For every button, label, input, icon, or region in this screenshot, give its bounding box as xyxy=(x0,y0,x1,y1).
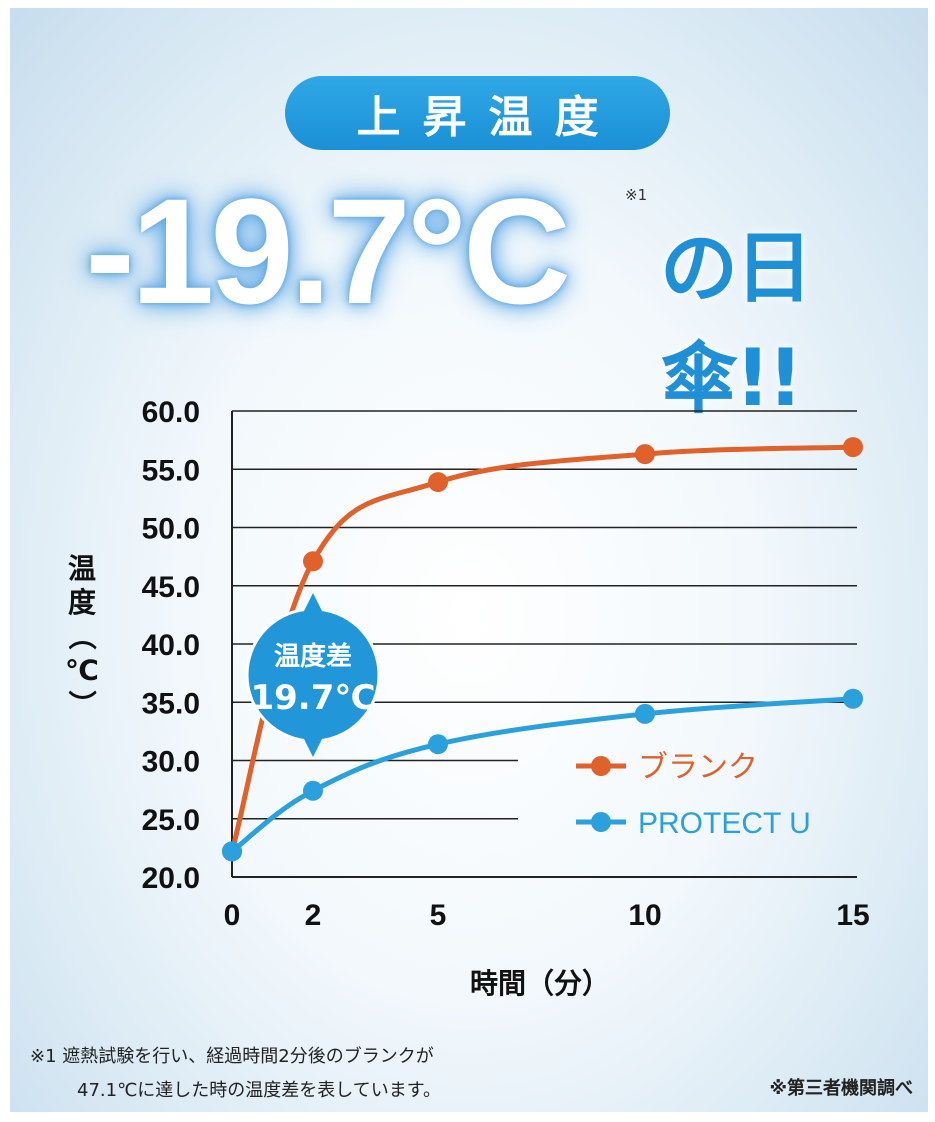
series-point-0 xyxy=(303,551,323,572)
y-axis-label-char: ℃ xyxy=(65,654,99,687)
infographic-panel: 上昇温度 -19.7°C ※1 の日傘!! xyxy=(10,8,928,1112)
series-point-1 xyxy=(428,734,448,755)
headline-value: -19.7°C xyxy=(85,167,571,335)
legend-swatch-dot xyxy=(591,756,611,776)
series-point-0 xyxy=(428,472,448,493)
x-tick-label: 10 xyxy=(628,899,661,932)
y-tick-label: 45.0 xyxy=(142,571,200,604)
headline-note-mark: ※1 xyxy=(625,186,648,204)
headline-suffix: の日傘!! xyxy=(660,224,813,424)
series-point-1 xyxy=(843,688,863,709)
y-tick-label: 20.0 xyxy=(142,862,200,895)
bubble-pointer-down xyxy=(301,733,325,757)
series-point-1 xyxy=(222,841,242,862)
legend-label: ブランク xyxy=(638,751,758,784)
x-tick-label: 0 xyxy=(224,899,241,932)
bubble-label: 温度差 xyxy=(274,641,352,672)
legend-swatch-dot xyxy=(591,812,611,832)
y-tick-label: 35.0 xyxy=(142,687,200,720)
headline: -19.7°C ※1 の日傘!! xyxy=(85,166,905,424)
y-tick-label: 30.0 xyxy=(142,746,200,779)
x-tick-label: 2 xyxy=(305,899,322,932)
bubble-value: 19.7℃ xyxy=(250,678,375,718)
y-tick-label: 55.0 xyxy=(142,454,200,487)
y-tick-label: 40.0 xyxy=(142,629,200,662)
y-axis-label-char: （ xyxy=(65,622,98,650)
series-point-1 xyxy=(635,703,655,724)
legend-label: PROTECT U xyxy=(638,807,811,840)
x-axis-label: 時間（分） xyxy=(470,967,610,1000)
y-axis-label-char: ） xyxy=(65,690,98,718)
x-tick-label: 15 xyxy=(836,899,869,932)
y-axis-label-char: 温 xyxy=(68,552,96,585)
footnote-line-1: ※1 遮熱試験を行い、経過時間2分後のブランクが xyxy=(30,1046,434,1067)
source-note: ※第三者機関調べ xyxy=(769,1078,914,1099)
y-axis-label-char: 度 xyxy=(68,586,96,619)
y-tick-label: 50.0 xyxy=(142,513,200,546)
difference-bubble xyxy=(245,607,381,743)
series-point-0 xyxy=(635,444,655,465)
series-point-0 xyxy=(843,437,863,458)
footnote: ※1 遮熱試験を行い、経過時間2分後のブランクが 47.1℃に達した時の温度差を… xyxy=(30,1040,441,1108)
footnote-line-2: 47.1℃に達した時の温度差を表しています。 xyxy=(77,1080,441,1101)
x-tick-label: 5 xyxy=(430,899,447,932)
y-tick-label: 60.0 xyxy=(142,396,200,429)
series-line-1 xyxy=(230,696,854,854)
title-pill: 上昇温度 xyxy=(285,76,670,150)
bubble-pointer-up xyxy=(301,593,325,617)
y-tick-label: 25.0 xyxy=(142,804,200,837)
series-point-1 xyxy=(303,780,323,801)
